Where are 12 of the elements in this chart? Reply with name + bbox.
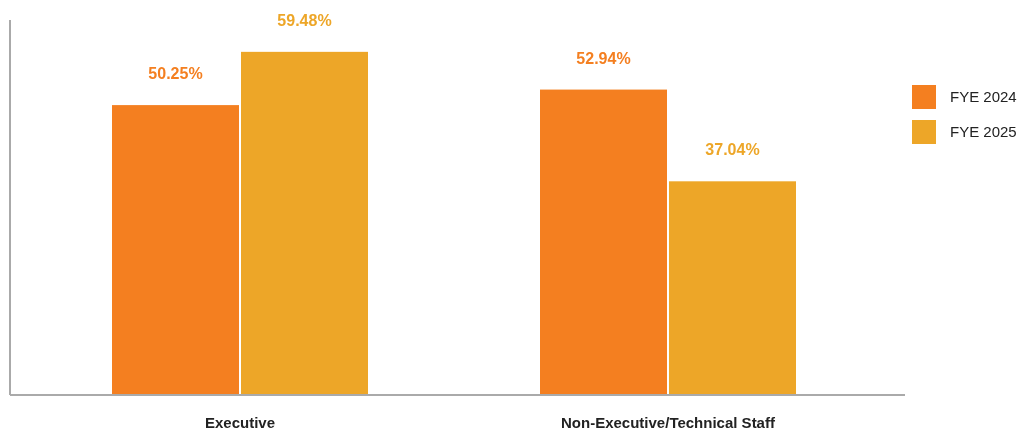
data-label: 59.48% <box>277 11 332 29</box>
x-tick-label: Executive <box>204 414 276 430</box>
data-label: 50.25% <box>148 65 203 83</box>
bar <box>540 89 667 395</box>
bar <box>669 181 796 395</box>
legend-label: FYE 2024 <box>950 88 1017 105</box>
data-label: 37.04% <box>705 141 760 159</box>
bar <box>112 105 239 395</box>
data-label: 52.94% <box>576 49 631 67</box>
bar <box>241 51 368 395</box>
legend-label: FYE 2025 <box>950 123 1017 140</box>
x-tick-label: Non-Executive/Technical Staff <box>561 414 776 430</box>
